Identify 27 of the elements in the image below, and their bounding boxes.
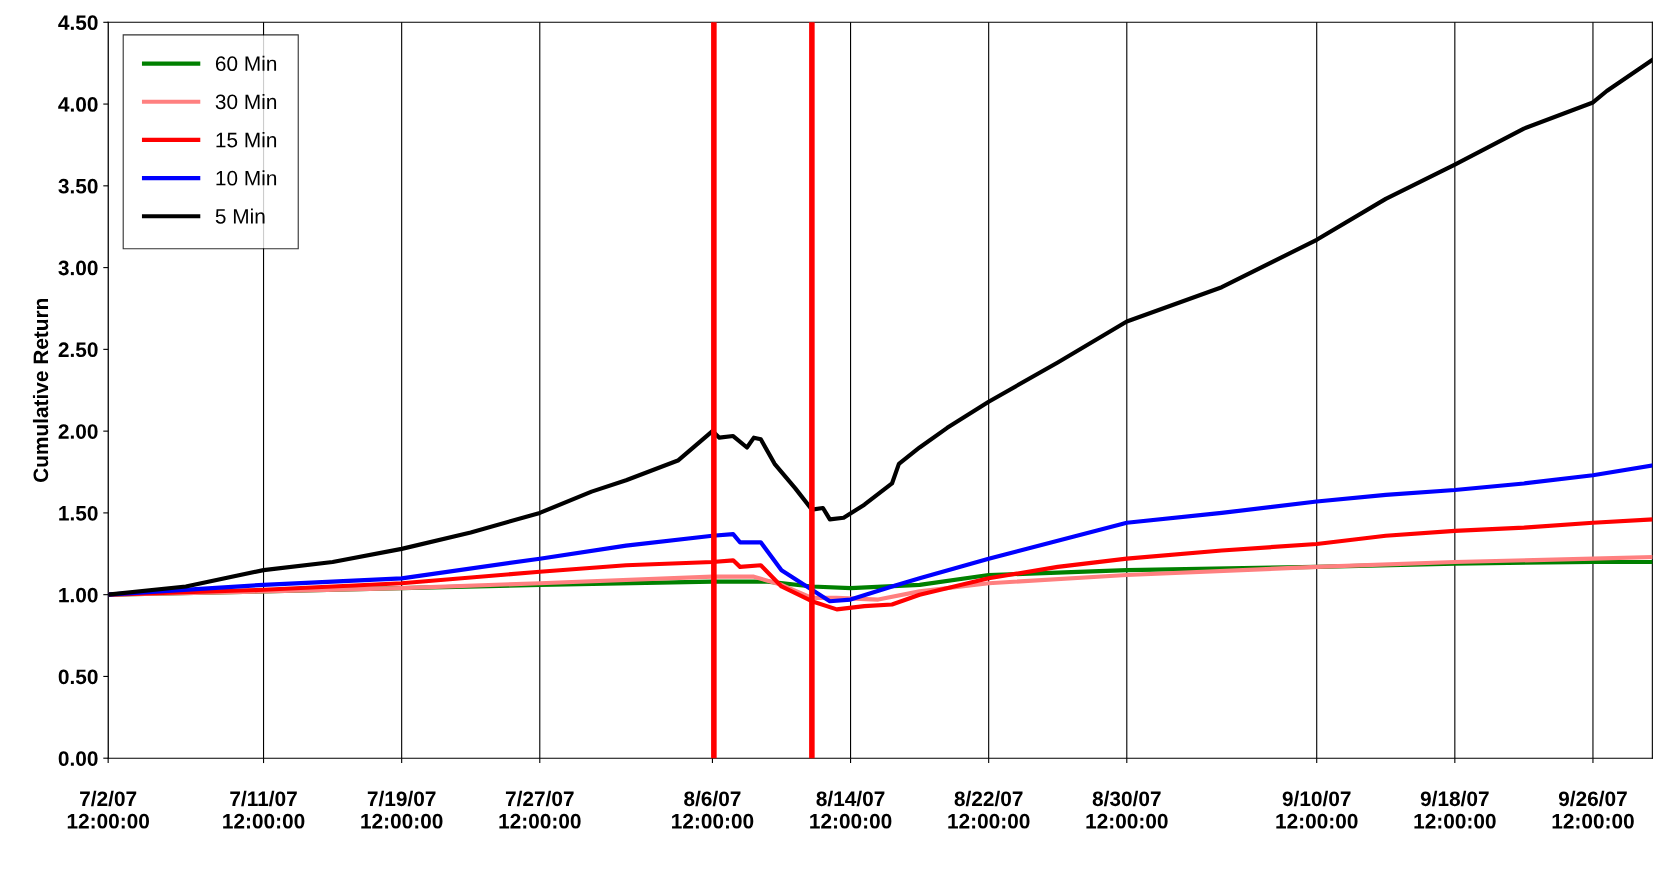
x-tick-label: 7/2/07 12:00:00 [67, 790, 150, 829]
y-tick-label: 4.50 [58, 15, 98, 31]
legend-label: 10 Min [216, 170, 277, 186]
legend-label: 5 Min [215, 208, 265, 224]
y-tick-label: 2.00 [58, 424, 98, 439]
x-tick-label: 8/14/07 12:00:00 [810, 790, 892, 829]
y-tick-label: 3.50 [58, 178, 98, 194]
x-tick-label: 8/22/07 12:00:00 [948, 790, 1030, 829]
y-tick-label: 1.00 [59, 587, 98, 603]
legend-label: 60 Min [215, 55, 277, 72]
y-tick-label: 4.00 [58, 97, 98, 112]
y-axis-title: Cumulative Return [32, 298, 49, 482]
y-tick-label: 0.00 [58, 751, 98, 766]
x-tick-label: 8/30/07 12:00:00 [1086, 790, 1168, 829]
y-tick-label: 0.50 [58, 669, 98, 685]
x-tick-label: 9/26/07 12:00:00 [1552, 790, 1634, 829]
x-tick-label: 9/18/07 12:00:00 [1414, 790, 1496, 829]
x-tick-label: 9/10/07 12:00:00 [1276, 790, 1358, 829]
x-tick-label: 7/11/07 12:00:00 [223, 790, 305, 829]
legend-label: 30 Min [215, 93, 277, 110]
y-tick-label: 3.00 [58, 260, 98, 276]
x-tick-label: 7/19/07 12:00:00 [361, 790, 443, 829]
y-tick-label: 2.50 [58, 342, 98, 358]
legend-label: 15 Min [216, 132, 277, 148]
x-tick-label: 7/27/07 12:00:00 [499, 790, 581, 829]
x-tick-label: 8/6/07 12:00:00 [672, 790, 754, 829]
y-tick-label: 1.50 [59, 505, 98, 521]
